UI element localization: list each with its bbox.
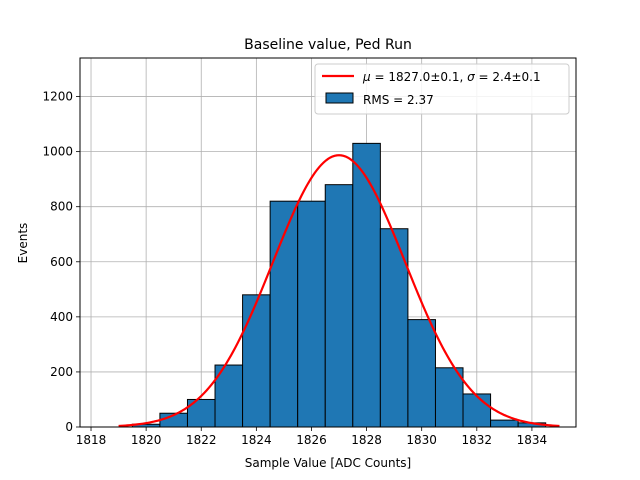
y-tick-label: 400 <box>50 310 73 324</box>
x-tick-label: 1820 <box>131 433 162 447</box>
y-tick-label: 1000 <box>42 145 73 159</box>
histogram-bar <box>242 294 271 428</box>
histogram-bar <box>352 142 381 428</box>
x-tick-label: 1834 <box>517 433 548 447</box>
y-tick-label: 200 <box>50 365 73 379</box>
histogram-bar <box>490 419 519 428</box>
x-tick-label: 1822 <box>186 433 217 447</box>
chart-title: Baseline value, Ped Run <box>244 37 412 53</box>
y-tick-label: 600 <box>50 255 73 269</box>
x-tick-label: 1818 <box>76 433 107 447</box>
histogram-bars <box>131 142 547 428</box>
histogram-bar <box>434 367 464 428</box>
gaussian-fit-curve <box>118 154 560 428</box>
plot-frame <box>79 57 577 428</box>
x-tick-label: 1826 <box>296 433 327 447</box>
y-axis-label: Events <box>16 223 30 264</box>
x-tick-label: 1830 <box>406 433 437 447</box>
legend-box <box>314 63 570 115</box>
x-tick-label: 1824 <box>241 433 272 447</box>
y-tick-label: 1200 <box>42 90 73 104</box>
histogram-bar <box>324 184 354 428</box>
x-axis-label: Sample Value [ADC Counts] <box>245 456 411 470</box>
legend-fit-label: μ = 1827.0±0.1, σ = 2.4±0.1 <box>362 70 541 84</box>
y-axis-ticks: 0 200 400 600 800 1000 1200 <box>42 90 80 434</box>
y-tick-label: 0 <box>65 420 73 434</box>
y-tick-label: 800 <box>50 200 73 214</box>
legend: μ = 1827.0±0.1, σ = 2.4±0.1 RMS = 2.37 <box>314 63 570 115</box>
legend-histogram-label: RMS = 2.37 <box>363 93 434 107</box>
histogram-bar <box>407 319 436 428</box>
legend-histogram-swatch <box>325 92 354 104</box>
histogram-bar <box>462 393 492 428</box>
histogram-bar <box>297 200 326 428</box>
x-axis-ticks: 1818 1820 1822 1824 1826 1828 1830 1832 1834 <box>76 427 547 447</box>
x-tick-label: 1832 <box>462 433 493 447</box>
x-tick-label: 1828 <box>351 433 382 447</box>
